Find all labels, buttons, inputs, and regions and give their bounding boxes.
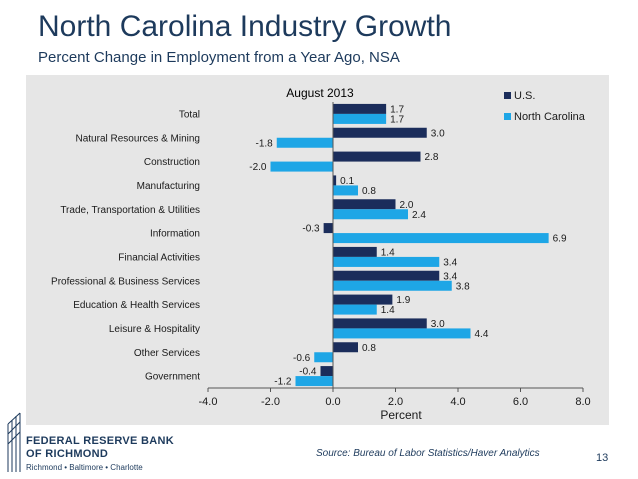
x-tick-label: -4.0 [199,396,218,408]
slide-title: North Carolina Industry Growth [38,10,452,43]
data-label: -0.3 [302,224,320,235]
bar-us [333,246,377,257]
bar-nc [333,209,408,220]
bar-nc [276,137,333,148]
data-label: 1.7 [390,104,404,115]
bar-us [320,366,333,377]
legend-swatch-nc [504,113,511,120]
bar-us [333,294,393,305]
x-axis-label: Percent [380,408,422,422]
category-label: Leisure & Hospitality [109,324,200,335]
bar-us [333,175,337,186]
data-label: 3.4 [443,271,457,282]
bar-us [333,199,396,210]
bar-us [333,103,387,114]
category-label: Education & Health Services [73,300,200,311]
x-tick-label: -2.0 [261,396,280,408]
data-label: 6.9 [553,234,567,245]
x-tick-label: 4.0 [450,396,465,408]
chart-panel: August 2013 Total Natural Resources & Mini… [26,75,609,425]
data-label: 1.9 [396,295,410,306]
bar-nc [333,113,387,124]
slide-subtitle: Percent Change in Employment from a Year… [38,49,400,66]
bar-us [333,270,440,281]
bar-us [333,318,427,329]
bar-us [333,151,421,162]
category-label: Total [179,109,200,120]
bar-nc [333,328,471,339]
data-label: -0.6 [293,353,311,364]
legend-label: U.S. [514,90,535,102]
data-label: 0.1 [340,176,354,187]
category-label: Natural Resources & Mining [76,133,201,144]
data-label: 4.4 [475,329,489,340]
category-label: Information [150,229,200,240]
x-tick-label: 6.0 [513,396,528,408]
logo-text-line2: OF RICHMOND [26,448,109,460]
federal-reserve-logo [7,412,21,472]
x-tick-label: 2.0 [388,396,403,408]
category-label: Government [145,372,200,383]
data-label: 0.8 [362,186,376,197]
x-tick-label: 8.0 [575,396,590,408]
category-label: Other Services [134,348,200,359]
data-label: 1.7 [390,114,404,125]
legend-swatch-us [504,92,511,99]
data-label: -1.8 [256,138,274,149]
data-label: 1.4 [381,305,395,316]
data-label: -0.4 [299,367,317,378]
bar-nc [333,256,440,267]
bar-nc [295,376,333,387]
chart-title: August 2013 [286,86,354,100]
data-label: 3.0 [431,319,445,330]
data-label: -1.2 [274,377,292,388]
bar-nc [333,280,452,291]
x-tick-label: 0.0 [325,396,340,408]
bar-nc [333,233,549,244]
data-label: 0.8 [362,343,376,354]
category-label: Financial Activities [118,252,200,263]
bar-us [323,223,333,234]
data-label: 3.4 [443,257,457,268]
data-label: 3.0 [431,128,445,139]
bar-nc [270,161,333,172]
category-label: Trade, Transportation & Utilities [60,205,200,216]
bar-us [333,342,358,353]
bar-chart: August 2013 Total Natural Resources & Mini… [51,86,591,422]
category-label: Construction [144,157,200,168]
bar-nc [333,304,377,315]
bar-nc [333,185,358,196]
bar-nc [314,352,333,363]
logo-text-line3: Richmond • Baltimore • Charlotte [26,463,143,472]
data-label: 3.8 [456,281,470,292]
bar-us [333,127,427,138]
source-note: Source: Bureau of Labor Statistics/Haver… [316,448,540,459]
legend-label: North Carolina [514,111,586,123]
data-label: 2.4 [412,210,426,221]
data-label: 2.8 [425,152,439,163]
data-label: 1.4 [381,247,395,258]
category-label: Professional & Business Services [51,276,200,287]
page-number: 13 [596,452,609,464]
category-label: Manufacturing [137,181,200,192]
data-label: 2.0 [400,200,414,211]
logo-text-line1: FEDERAL RESERVE BANK [26,435,175,447]
data-label: -2.0 [249,162,267,173]
